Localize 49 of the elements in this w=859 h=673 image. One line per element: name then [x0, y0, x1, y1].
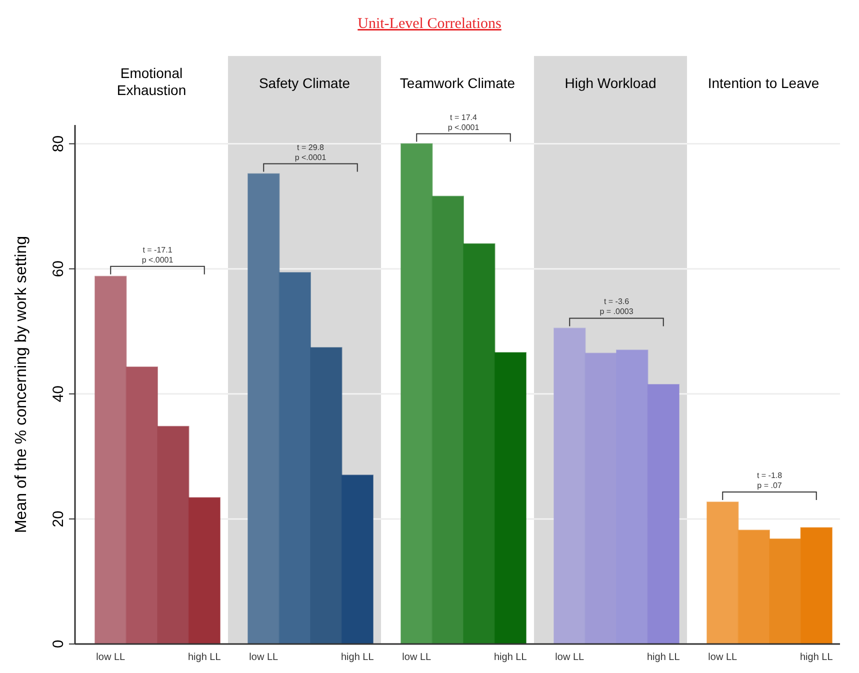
bar — [769, 538, 802, 644]
x-tick-label: low LL — [555, 652, 585, 663]
y-tick-label: 80 — [50, 135, 67, 152]
y-tick-label: 60 — [50, 260, 67, 278]
annotation: t = -1.8 — [756, 471, 783, 480]
annotation: t = -17.1 — [142, 245, 173, 254]
bar — [738, 530, 770, 644]
x-tick-label: high LL — [646, 652, 680, 663]
x-tick-label: low LL — [708, 652, 738, 663]
chart-title: Safety Climate — [258, 75, 350, 91]
bar — [463, 243, 496, 644]
text: t = 17.4 — [450, 112, 478, 122]
bar — [157, 426, 190, 644]
bar — [126, 366, 158, 644]
annotation: t = 29.8 — [297, 142, 324, 152]
chart-title: Teamwork Climate — [400, 75, 516, 91]
text: Unit-Level Correlations — [358, 16, 502, 32]
y-axis-title: Mean of the % concerning by work setting — [13, 236, 30, 534]
x-tick-label: low LL — [96, 652, 126, 663]
y-tick-label: 20 — [50, 510, 67, 528]
bar — [310, 347, 342, 644]
bar — [400, 143, 433, 644]
annotation: p <.0001 — [294, 152, 327, 162]
y-tick-label: 0 — [50, 640, 67, 648]
x-tick-label: low LL — [249, 652, 279, 663]
annotation: p <.0001 — [142, 255, 174, 264]
bar — [188, 497, 220, 644]
bar — [494, 352, 526, 644]
x-tick-label: high LL — [800, 652, 834, 663]
bar — [706, 502, 739, 644]
annotation: t = -3.6 — [604, 297, 630, 306]
bar — [94, 276, 127, 644]
annotation: p = .0003 — [600, 307, 634, 316]
x-tick-label: low LL — [402, 652, 432, 663]
chart-title: Intention to Leave — [708, 75, 820, 91]
annotation: p <.0001 — [448, 122, 480, 132]
bar — [800, 527, 832, 644]
x-tick-label: high LL — [494, 652, 528, 663]
chart-title: Emotional Exhaustion — [116, 65, 186, 98]
x-tick-label: high LL — [188, 652, 222, 663]
x-tick-label: high LL — [340, 652, 374, 663]
chart-title: High Workload — [564, 75, 656, 91]
bar — [341, 474, 374, 644]
annotation: p = .07 — [757, 481, 782, 490]
y-tick-label: 40 — [50, 386, 67, 402]
bar — [432, 196, 464, 644]
bar — [647, 384, 680, 644]
bar — [248, 173, 280, 644]
bar — [278, 272, 311, 644]
